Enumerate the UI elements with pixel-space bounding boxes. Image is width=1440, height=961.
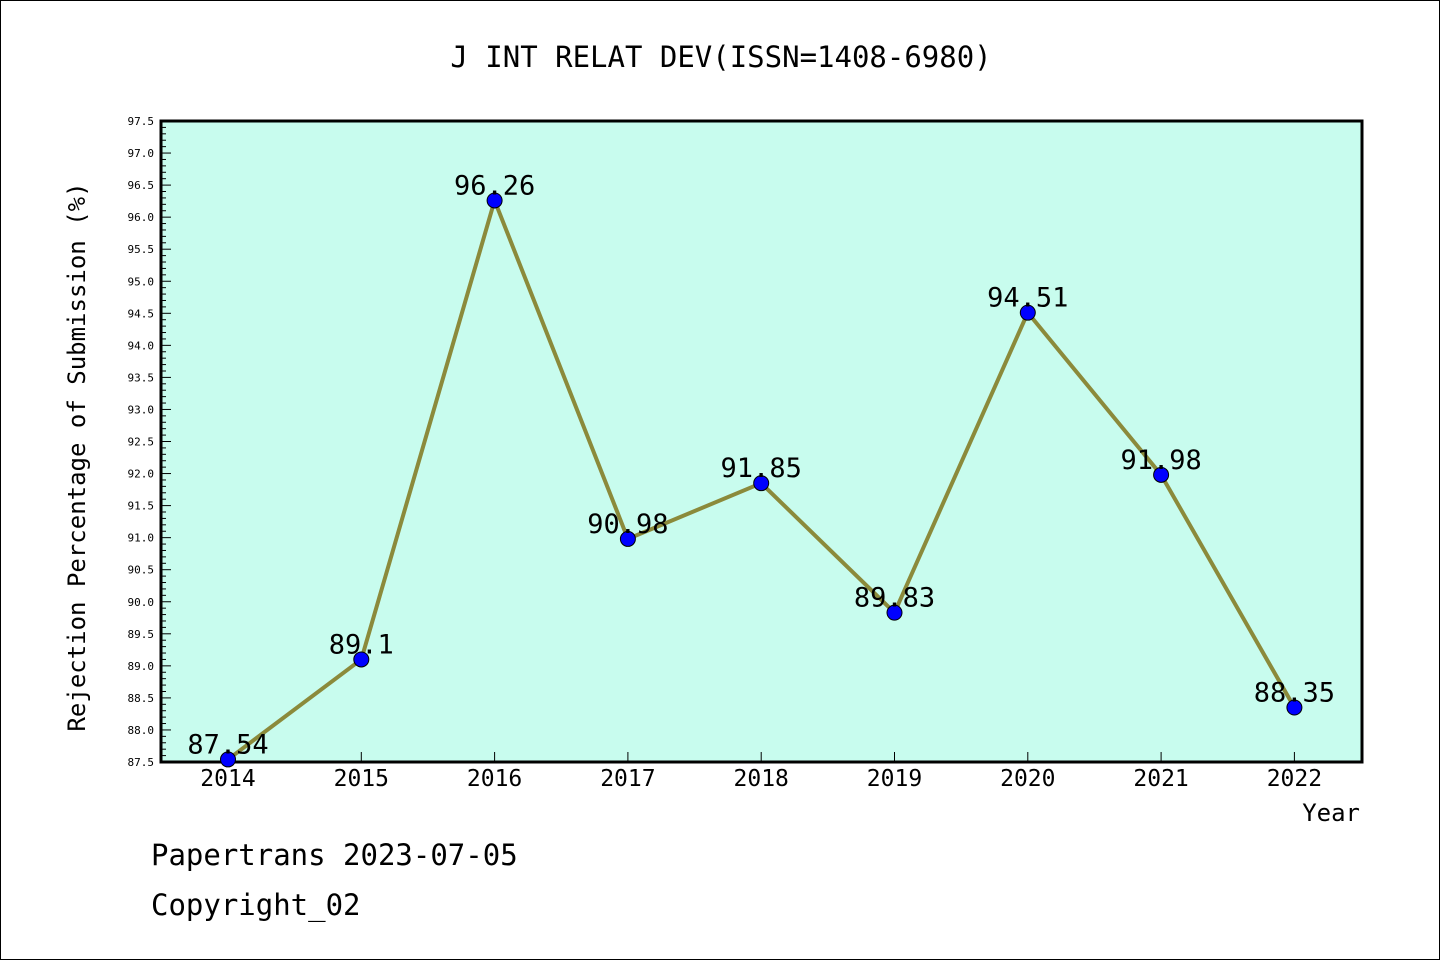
data-label: 87.54	[187, 729, 268, 760]
data-point	[353, 651, 370, 668]
data-label: 91.85	[721, 453, 802, 484]
y-tick-label: 93.0	[128, 403, 155, 416]
data-label: 88.35	[1254, 678, 1335, 709]
chart-title: J INT RELAT DEV(ISSN=1408-6980)	[450, 40, 991, 74]
x-tick-label: 2021	[1133, 766, 1188, 792]
data-point	[486, 192, 503, 209]
y-tick-label: 94.0	[128, 339, 155, 352]
data-label: 91.98	[1120, 445, 1201, 476]
y-tick-label: 97.5	[128, 115, 155, 128]
data-point	[753, 475, 770, 492]
y-tick-label: 95.5	[128, 243, 155, 256]
y-tick-label: 92.5	[128, 436, 155, 449]
y-tick-label: 91.5	[128, 500, 155, 513]
data-label: 94.51	[987, 283, 1068, 314]
x-tick-label: 2014	[200, 766, 255, 792]
x-tick-label: 2017	[600, 766, 655, 792]
x-tick-label: 2016	[467, 766, 522, 792]
data-label: 89.1	[329, 629, 394, 660]
data-labels: 87.54 89.1 96.26 90.98 91.85 89.83 94.51 91.98 8…	[187, 170, 1335, 760]
data-point	[1286, 699, 1303, 716]
y-tick-label: 95.0	[128, 275, 155, 288]
x-tick-label: 2020	[1000, 766, 1055, 792]
y-axis: 87.5 88.0 88.5 89.0 89.5 90.0 90.5 91.0 91.5 92.0…	[128, 115, 171, 769]
data-label: 96.26	[454, 170, 535, 201]
x-tick-label: 2022	[1267, 766, 1322, 792]
y-tick-label: 88.5	[128, 692, 155, 705]
data-label: 90.98	[587, 509, 668, 540]
x-tick-label: 2015	[334, 766, 389, 792]
footer-copyright: Copyright_02	[151, 888, 361, 923]
y-tick-label: 91.0	[128, 532, 155, 545]
data-point	[886, 604, 903, 621]
y-tick-label: 90.5	[128, 564, 155, 577]
data-point	[619, 530, 636, 547]
y-tick-label: 96.5	[128, 179, 155, 192]
x-tick-label: 2019	[867, 766, 922, 792]
y-axis-title: Rejection Percentage of Submission (%)	[63, 182, 91, 731]
y-tick-label: 87.5	[128, 756, 155, 769]
data-points	[220, 192, 1303, 768]
y-tick-label: 90.0	[128, 596, 155, 609]
y-tick-label: 93.5	[128, 371, 155, 384]
y-tick-label: 88.0	[128, 724, 155, 737]
y-tick-label: 89.0	[128, 660, 155, 673]
y-tick-label: 89.5	[128, 628, 155, 641]
y-tick-label: 92.0	[128, 468, 155, 481]
footer-date: Papertrans 2023-07-05	[151, 838, 518, 872]
x-tick-label: 2018	[734, 766, 789, 792]
y-tick-label: 96.0	[128, 211, 155, 224]
x-axis-title: Year	[1302, 799, 1360, 827]
x-axis: 2014 2015 2016 2017 2018 2019 2020 2021 2022	[200, 752, 1322, 792]
y-tick-label: 97.0	[128, 147, 155, 160]
y-tick-label: 94.5	[128, 307, 155, 320]
data-label: 89.83	[854, 583, 935, 614]
data-point	[220, 751, 236, 768]
plot-area	[159, 119, 1364, 764]
data-point	[1153, 466, 1170, 483]
data-point	[1019, 304, 1036, 321]
